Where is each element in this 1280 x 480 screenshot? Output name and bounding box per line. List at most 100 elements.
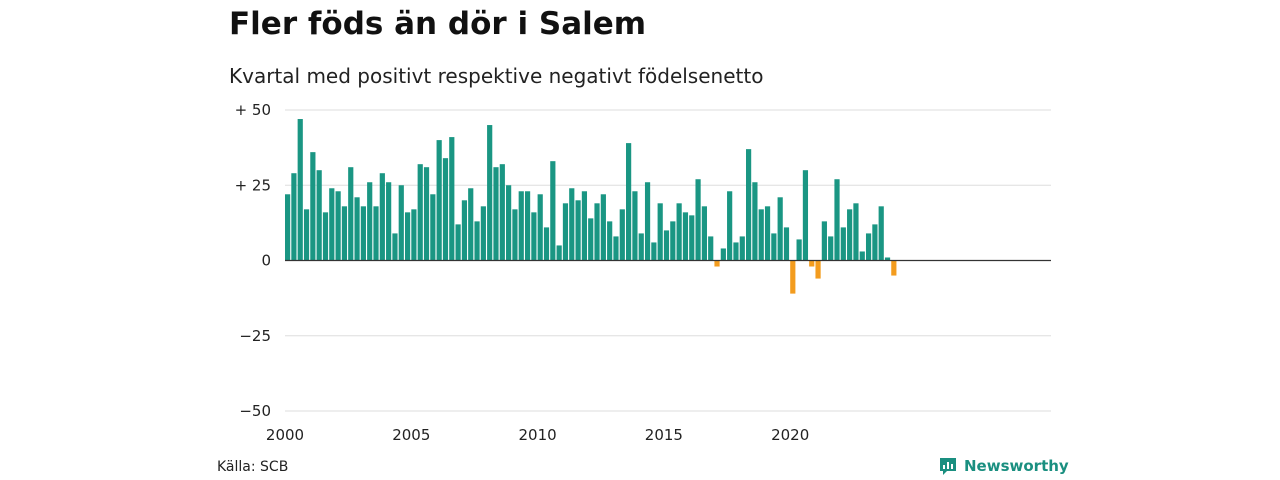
bar <box>537 194 543 261</box>
brand-logo[interactable]: Newsworthy <box>938 456 1069 476</box>
chart-subtitle: Kvartal med positivt respektive negativt… <box>229 64 764 88</box>
bar <box>506 185 512 261</box>
bar <box>531 212 537 261</box>
bar <box>695 179 701 261</box>
bar <box>638 233 644 261</box>
y-tick-label: + 25 <box>235 176 271 194</box>
bar <box>341 206 348 261</box>
bar <box>594 203 600 261</box>
y-tick-label: −50 <box>239 402 271 420</box>
bar <box>581 191 588 261</box>
bar <box>411 209 417 261</box>
chart-title: Fler föds än dör i Salem <box>229 6 647 42</box>
bar <box>689 215 695 261</box>
bar <box>436 140 442 261</box>
bar <box>524 191 531 261</box>
bar <box>512 209 518 261</box>
bar <box>815 260 821 279</box>
bar <box>777 197 783 261</box>
bar <box>556 245 562 261</box>
bar <box>285 194 291 261</box>
bar <box>430 194 436 261</box>
bar <box>607 221 613 261</box>
bar <box>834 179 840 261</box>
bar <box>455 224 461 261</box>
bar <box>884 257 891 261</box>
bar <box>291 173 297 261</box>
source-note: Källa: SCB <box>217 459 289 475</box>
bar <box>727 191 733 261</box>
bar <box>303 209 310 261</box>
x-tick-label: 2015 <box>645 426 683 444</box>
y-tick-label: 0 <box>261 252 271 270</box>
x-tick-label: 2010 <box>519 426 557 444</box>
x-axis-ticks: 2000 2005 2010 2015 2020 <box>266 426 809 444</box>
bar <box>575 200 581 261</box>
bar <box>733 242 739 261</box>
bar <box>423 167 430 261</box>
bar <box>487 125 493 261</box>
bar <box>392 233 398 261</box>
bar <box>588 218 594 261</box>
bar <box>764 206 771 261</box>
bar <box>878 206 884 261</box>
bar <box>322 212 329 261</box>
bar <box>310 152 316 261</box>
bar <box>682 212 689 261</box>
bar <box>417 164 423 261</box>
bar <box>676 203 682 261</box>
bar <box>651 242 657 261</box>
bar <box>670 221 676 261</box>
bar <box>626 143 632 261</box>
bar <box>493 167 499 261</box>
bar <box>796 239 802 261</box>
bar <box>386 182 392 261</box>
bar <box>714 260 720 267</box>
bar <box>701 206 707 261</box>
bar <box>474 221 480 261</box>
bar <box>335 191 341 261</box>
bar <box>790 260 796 294</box>
gridlines <box>285 109 1051 412</box>
bar <box>644 182 651 261</box>
bar <box>657 203 663 261</box>
bar <box>550 161 556 261</box>
bar <box>891 260 897 276</box>
bar <box>367 182 373 261</box>
y-tick-label: + 50 <box>235 101 271 119</box>
bar <box>543 227 550 261</box>
bar <box>316 170 322 261</box>
bar <box>373 206 379 261</box>
bar <box>758 209 764 261</box>
bar <box>821 221 827 261</box>
bar <box>828 236 834 261</box>
bar <box>802 170 809 261</box>
bar <box>468 188 474 261</box>
bar <box>739 236 745 261</box>
bar <box>442 158 449 261</box>
bar <box>840 227 846 261</box>
bar <box>853 203 859 261</box>
bar <box>783 227 790 261</box>
bar <box>354 197 360 261</box>
bar <box>404 212 411 261</box>
bar <box>449 137 455 261</box>
bar <box>398 185 404 261</box>
bar <box>499 164 505 261</box>
bar <box>480 206 486 261</box>
x-tick-label: 2000 <box>266 426 304 444</box>
bar <box>562 203 569 261</box>
bar <box>600 194 606 261</box>
bar <box>613 236 619 261</box>
y-axis-ticks: + 50 + 25 0 −25 −50 <box>235 101 271 420</box>
bar <box>771 233 777 261</box>
x-tick-label: 2020 <box>771 426 809 444</box>
y-tick-label: −25 <box>239 327 271 345</box>
bar <box>720 248 726 261</box>
bar <box>569 188 575 261</box>
bar <box>297 119 303 261</box>
bar <box>329 188 335 261</box>
bar <box>379 173 385 261</box>
bar <box>859 251 865 261</box>
